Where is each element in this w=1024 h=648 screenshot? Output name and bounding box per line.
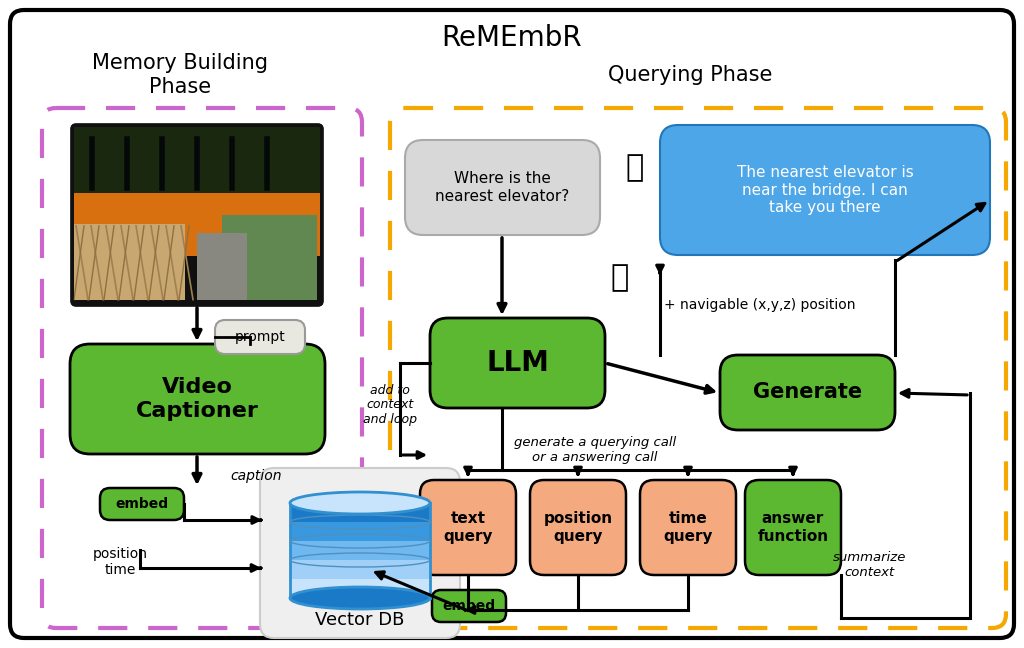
FancyBboxPatch shape bbox=[660, 125, 990, 255]
FancyBboxPatch shape bbox=[640, 480, 736, 575]
Text: embed: embed bbox=[116, 497, 169, 511]
FancyBboxPatch shape bbox=[720, 355, 895, 430]
Text: Vector DB: Vector DB bbox=[315, 611, 404, 629]
Text: text
query: text query bbox=[443, 511, 493, 544]
Text: LLM: LLM bbox=[486, 349, 549, 377]
Text: time
query: time query bbox=[664, 511, 713, 544]
Text: caption: caption bbox=[230, 469, 282, 483]
FancyBboxPatch shape bbox=[420, 480, 516, 575]
Text: add to
context
and loop: add to context and loop bbox=[362, 384, 417, 426]
Bar bbox=[290, 560, 430, 580]
Text: + navigable (x,y,z) position: + navigable (x,y,z) position bbox=[665, 298, 856, 312]
Text: The nearest elevator is
near the bridge. I can
take you there: The nearest elevator is near the bridge.… bbox=[736, 165, 913, 215]
Text: answer
function: answer function bbox=[758, 511, 828, 544]
Text: generate a querying call
or a answering call: generate a querying call or a answering … bbox=[514, 436, 676, 464]
Text: prompt: prompt bbox=[234, 330, 286, 344]
Bar bbox=[290, 541, 430, 561]
FancyBboxPatch shape bbox=[215, 320, 305, 354]
Text: Generate: Generate bbox=[753, 382, 862, 402]
Text: ReMEmbR: ReMEmbR bbox=[441, 24, 583, 52]
Text: Where is the
nearest elevator?: Where is the nearest elevator? bbox=[435, 171, 569, 203]
FancyBboxPatch shape bbox=[260, 468, 460, 638]
Text: Querying Phase: Querying Phase bbox=[608, 65, 772, 85]
Bar bbox=[74, 193, 319, 257]
Bar bbox=[222, 215, 317, 299]
Bar bbox=[197, 233, 247, 299]
Ellipse shape bbox=[290, 587, 430, 609]
Text: Memory Building
Phase: Memory Building Phase bbox=[92, 53, 268, 97]
Text: summarize
context: summarize context bbox=[834, 551, 906, 579]
Bar bbox=[74, 127, 319, 196]
Bar bbox=[290, 503, 430, 523]
Text: position
time: position time bbox=[92, 547, 147, 577]
FancyBboxPatch shape bbox=[745, 480, 841, 575]
FancyBboxPatch shape bbox=[432, 590, 506, 622]
Text: 🤖: 🤖 bbox=[611, 264, 629, 292]
Bar bbox=[290, 579, 430, 599]
FancyBboxPatch shape bbox=[530, 480, 626, 575]
Text: 🧑: 🧑 bbox=[626, 154, 644, 183]
Bar bbox=[74, 224, 184, 299]
FancyBboxPatch shape bbox=[406, 140, 600, 235]
Bar bbox=[290, 522, 430, 542]
FancyBboxPatch shape bbox=[100, 488, 184, 520]
FancyBboxPatch shape bbox=[72, 125, 322, 305]
Text: embed: embed bbox=[442, 599, 496, 613]
Text: position
query: position query bbox=[544, 511, 612, 544]
FancyBboxPatch shape bbox=[430, 318, 605, 408]
Text: Video
Captioner: Video Captioner bbox=[136, 377, 259, 421]
FancyBboxPatch shape bbox=[70, 344, 325, 454]
FancyBboxPatch shape bbox=[10, 10, 1014, 638]
Ellipse shape bbox=[290, 492, 430, 514]
